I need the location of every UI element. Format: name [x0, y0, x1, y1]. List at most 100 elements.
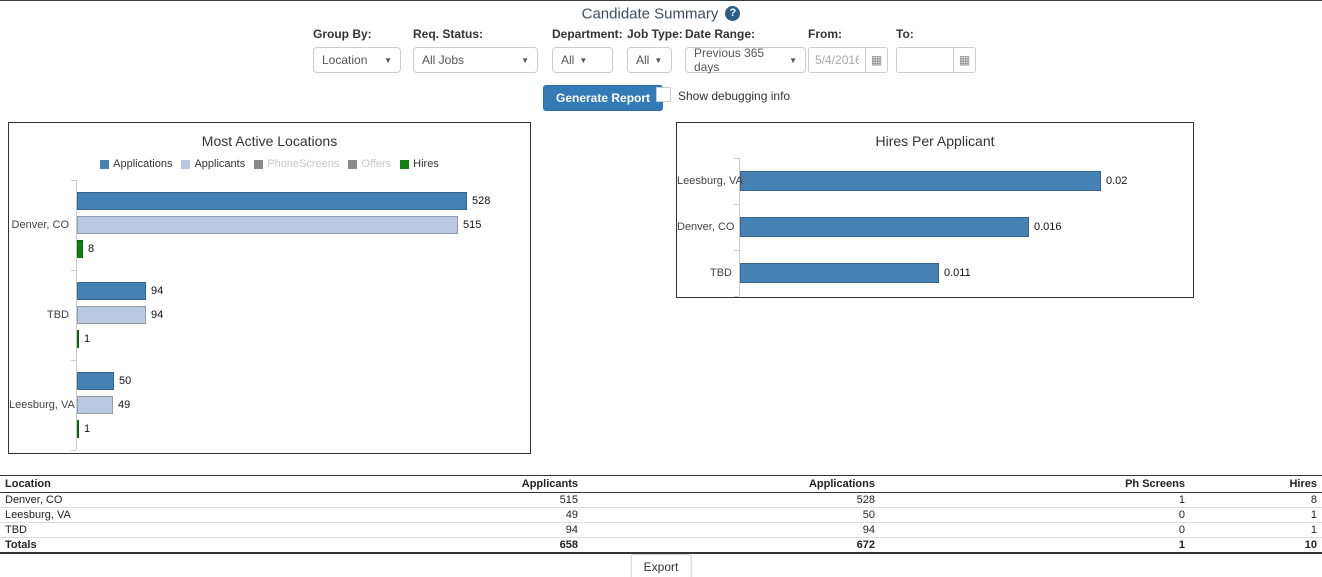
department-value: All — [561, 53, 574, 67]
legend-label: Offers — [361, 158, 391, 170]
hires-per-applicant-chart: Hires Per Applicant Leesburg, VA0.02Denv… — [676, 122, 1194, 298]
date-range-label: Date Range: — [685, 27, 806, 41]
category-label: Leesburg, VA — [9, 399, 69, 411]
department-label: Department: — [552, 27, 623, 41]
bar-hires[interactable] — [77, 240, 83, 258]
bar-value-label: 0.02 — [1106, 175, 1127, 187]
bar-group: Leesburg, VA0.02 — [677, 158, 1193, 204]
chart-legend: Applications Applicants PhoneScreens Offers… — [9, 158, 530, 170]
from-date-input[interactable] — [809, 48, 865, 72]
category-label: TBD — [9, 309, 69, 321]
table-cell: 1 — [1185, 508, 1322, 523]
bar-value-label: 1 — [84, 423, 90, 435]
bar-applicants[interactable] — [77, 306, 146, 324]
col-header-ph-screens: Ph Screens — [875, 476, 1185, 493]
req-status-value: All Jobs — [422, 53, 464, 67]
bar-value-label: 1 — [84, 333, 90, 345]
table-row: Denver, CO51552818 — [0, 493, 1322, 508]
category-label: TBD — [677, 267, 732, 279]
to-date-wrap: ▦ — [896, 47, 976, 73]
to-date-input[interactable] — [897, 48, 953, 72]
legend-item-hires[interactable]: Hires — [400, 158, 439, 170]
bar-hires[interactable] — [77, 330, 79, 348]
table-cell: 1 — [875, 538, 1185, 554]
legend-item-applicants[interactable]: Applicants — [181, 158, 245, 170]
req-status-select[interactable]: All Jobs ▼ — [413, 47, 538, 73]
page-title: Candidate Summary — [582, 5, 719, 22]
legend-item-applications[interactable]: Applications — [100, 158, 172, 170]
legend-swatch-icon — [400, 160, 409, 169]
legend-swatch-icon — [254, 160, 263, 169]
bar-group: Denver, CO5285158 — [9, 180, 530, 270]
col-header-applicants: Applicants — [300, 476, 578, 493]
chart-title: Most Active Locations — [9, 133, 530, 149]
table-cell: 8 — [1185, 493, 1322, 508]
category-label: Denver, CO — [9, 219, 69, 231]
bar-hires-per-applicant[interactable] — [740, 263, 939, 283]
date-range-value: Previous 365 days — [694, 46, 783, 74]
filter-req-status: Req. Status: All Jobs ▼ — [413, 27, 538, 73]
table-cell: TBD — [0, 523, 300, 538]
chevron-down-icon: ▼ — [789, 56, 797, 65]
bar-applications[interactable] — [77, 282, 146, 300]
legend-label: PhoneScreens — [267, 158, 339, 170]
table-cell: 528 — [578, 493, 875, 508]
bar-value-label: 94 — [151, 309, 163, 321]
generate-report-button[interactable]: Generate Report — [543, 85, 663, 111]
bar-stack: 0.016 — [740, 204, 1193, 250]
table-cell: 10 — [1185, 538, 1322, 554]
bar-hires-per-applicant[interactable] — [740, 217, 1029, 237]
from-calendar-button[interactable]: ▦ — [865, 48, 887, 72]
help-icon[interactable]: ? — [725, 6, 740, 21]
department-select[interactable]: All ▼ — [552, 47, 613, 73]
bar-row: 1 — [77, 330, 530, 348]
export-button[interactable]: Export — [631, 554, 692, 577]
bar-value-label: 94 — [151, 285, 163, 297]
chevron-down-icon: ▼ — [384, 56, 392, 65]
show-debugging-checkbox[interactable] — [656, 87, 671, 102]
group-by-select[interactable]: Location ▼ — [313, 47, 401, 73]
table-cell: 0 — [875, 523, 1185, 538]
summary-table-wrap: LocationApplicantsApplicationsPh Screens… — [0, 475, 1322, 554]
bar-stack: 50491 — [77, 360, 530, 450]
table-cell: 672 — [578, 538, 875, 554]
bar-group: Leesburg, VA 50491 — [9, 360, 530, 450]
bar-row: 1 — [77, 420, 530, 438]
bar-applicants[interactable] — [77, 216, 458, 234]
table-row: TBD949401 — [0, 523, 1322, 538]
bar-row: 0.02 — [740, 171, 1193, 191]
calendar-icon: ▦ — [959, 54, 970, 66]
bar-hires-per-applicant[interactable] — [740, 171, 1101, 191]
bar-row: 94 — [77, 282, 530, 300]
bar-group: TBD 0.011 — [677, 250, 1193, 296]
bar-value-label: 0.011 — [944, 267, 971, 279]
candidate-summary-page: Candidate Summary? Group By: Location ▼ … — [0, 0, 1322, 577]
filter-from: From: ▦ — [808, 27, 888, 73]
bar-applications[interactable] — [77, 372, 114, 390]
legend-swatch-icon — [100, 160, 109, 169]
table-cell: 94 — [578, 523, 875, 538]
table-cell: Denver, CO — [0, 493, 300, 508]
table-cell: 515 — [300, 493, 578, 508]
table-header-row: LocationApplicantsApplicationsPh Screens… — [0, 476, 1322, 493]
bar-applications[interactable] — [77, 192, 467, 210]
legend-item-phonescreens[interactable]: PhoneScreens — [254, 158, 339, 170]
axis-tick — [734, 296, 739, 297]
legend-swatch-icon — [348, 160, 357, 169]
legend-label: Applications — [113, 158, 172, 170]
bar-hires[interactable] — [77, 420, 79, 438]
date-range-select[interactable]: Previous 365 days ▼ — [685, 47, 806, 73]
legend-item-offers[interactable]: Offers — [348, 158, 391, 170]
table-cell: 1 — [1185, 523, 1322, 538]
chart-title: Hires Per Applicant — [677, 133, 1193, 149]
bar-applicants[interactable] — [77, 396, 113, 414]
table-row: Leesburg, VA495001 — [0, 508, 1322, 523]
job-type-value: All — [636, 53, 649, 67]
bar-row: 0.016 — [740, 217, 1193, 237]
to-label: To: — [896, 27, 976, 41]
job-type-select[interactable]: All ▼ — [627, 47, 672, 73]
to-calendar-button[interactable]: ▦ — [953, 48, 975, 72]
bar-row: 50 — [77, 372, 530, 390]
filter-group-by: Group By: Location ▼ — [313, 27, 401, 73]
summary-table: LocationApplicantsApplicationsPh Screens… — [0, 475, 1322, 554]
